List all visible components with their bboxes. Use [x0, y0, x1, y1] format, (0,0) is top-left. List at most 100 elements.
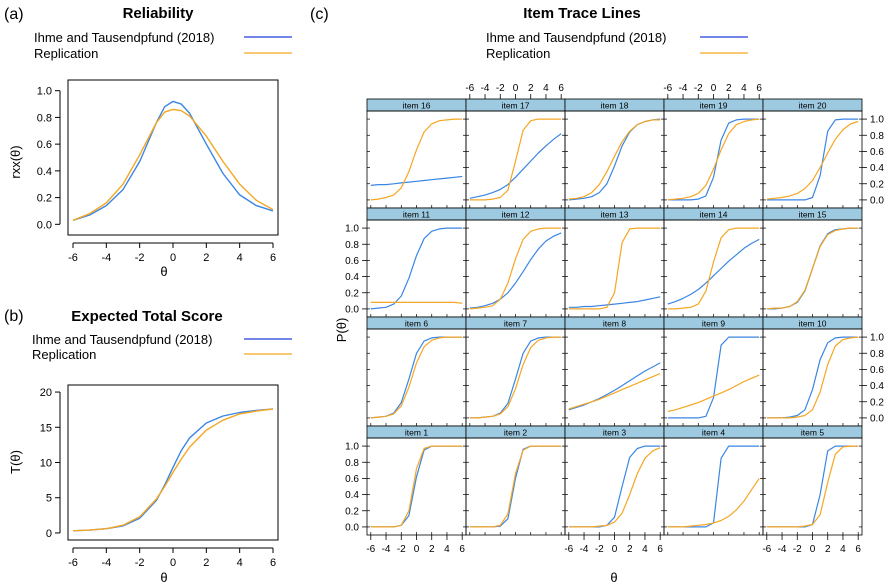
trace-panel: item 12 [465, 207, 566, 318]
panel-b-xlabel: θ [160, 570, 167, 585]
panel-strip-label: item 19 [700, 101, 728, 111]
outer-y-tick-label: 0.8 [870, 349, 884, 360]
panel-a-x-tick-label: 0 [170, 252, 176, 264]
panel-a-x-tick-label: 2 [203, 252, 209, 264]
outer-x-tick-label: 2 [825, 544, 831, 555]
panel-a-y-tick-label: 0.4 [37, 166, 52, 178]
trace-panel: item 5 [762, 425, 863, 536]
panel-b-series-replication-line [72, 408, 274, 532]
panel-b-x-tick-label: -6 [68, 557, 78, 569]
outer-x-tick-label: 4 [543, 83, 549, 94]
trace-line-original [370, 445, 463, 528]
outer-x-tick-label: -2 [595, 544, 604, 555]
panel-frame [366, 328, 467, 427]
panel-a-series-original-line [72, 100, 274, 221]
outer-x-tick-label: -2 [694, 83, 703, 94]
trace-line-replication [568, 227, 661, 310]
outer-y-tick-label: 0.6 [870, 365, 884, 376]
outer-y-tick-label: 0.2 [345, 288, 359, 299]
panel-a-x-tick-label: 6 [270, 252, 276, 264]
outer-x-tick-label: 2 [528, 83, 534, 94]
panel-frame [762, 328, 863, 427]
panel-frame [564, 437, 665, 536]
outer-x-tick-label: -2 [397, 544, 406, 555]
outer-x-tick-label: -6 [762, 544, 771, 555]
trace-line-original [469, 133, 562, 199]
panel-frame [465, 219, 566, 318]
outer-y-tick-label: 0.4 [870, 163, 884, 174]
trace-line-replication [370, 445, 463, 528]
panel-frame [762, 110, 863, 209]
panel-frame [663, 110, 764, 209]
panel-a-x-tick-label: -2 [135, 252, 145, 264]
outer-y-tick-label: 0.0 [345, 304, 359, 315]
outer-y-tick-label: 0.4 [345, 490, 359, 501]
outer-x-tick-label: 4 [444, 544, 450, 555]
panel-strip-label: item 15 [799, 210, 827, 220]
outer-y-tick-label: 0.4 [870, 381, 884, 392]
outer-x-tick-label: 6 [657, 544, 663, 555]
trace-panel: item 1 [366, 425, 467, 536]
trace-line-replication [667, 118, 760, 201]
panel-b-series-original-line [72, 408, 274, 532]
outer-x-tick-label: -2 [496, 83, 505, 94]
outer-y-tick-label: 0.0 [870, 195, 884, 206]
trace-line-original [568, 118, 661, 201]
outer-x-tick-label: -6 [663, 83, 672, 94]
outer-x-tick-label: 6 [756, 83, 762, 94]
panel-frame [564, 219, 665, 318]
panel-frame [366, 110, 467, 209]
trace-line-replication [667, 478, 760, 528]
panel-frame [663, 328, 764, 427]
trace-line-original [667, 118, 760, 201]
panel-strip-label: item 13 [601, 210, 629, 220]
panel-strip-label: item 11 [403, 210, 431, 220]
trace-line-replication [370, 301, 463, 304]
trace-panel: item 13 [564, 207, 665, 318]
outer-y-tick-label: 0.2 [870, 179, 884, 190]
panel-a-y-tick-label: 1.0 [37, 86, 52, 98]
trace-line-original [667, 336, 760, 419]
panel-c-legend-label-blue: Ihme and Tausendpfund (2018) [486, 30, 666, 45]
panel-frame [366, 437, 467, 536]
panel-strip-label: item 7 [504, 319, 527, 329]
trace-line-original [667, 238, 760, 305]
outer-y-tick-label: 1.0 [345, 442, 359, 453]
trace-panel: item 3 [564, 425, 665, 536]
panel-b-y-tick-label: 15 [40, 422, 52, 434]
outer-x-tick-label: 0 [612, 544, 618, 555]
outer-x-tick-label: -4 [778, 544, 787, 555]
panel-a-legend-label-blue: Ihme and Tausendpfund (2018) [34, 30, 214, 45]
outer-x-tick-label: 2 [627, 544, 633, 555]
panel-a-ylabel: rxx(θ) [8, 145, 23, 178]
trace-line-original [469, 445, 562, 528]
trace-line-replication [766, 336, 859, 419]
panel-strip-label: item 10 [799, 319, 827, 329]
outer-y-tick-label: 0.6 [345, 474, 359, 485]
panel-a-series-replication-line [72, 108, 274, 221]
trace-line-original [568, 296, 661, 308]
panel-c-tag: (c) [310, 6, 329, 23]
panel-frame [762, 437, 863, 536]
trace-panel: item 17 [465, 98, 566, 209]
panel-frame [465, 437, 566, 536]
trace-line-original [370, 227, 463, 310]
trace-panel: item 18 [564, 98, 665, 209]
panel-b-title: Expected Total Score [71, 308, 222, 325]
panel-a-y-tick-label: 0.8 [37, 112, 52, 124]
outer-y-tick-label: 0.0 [345, 522, 359, 533]
trace-line-replication [568, 372, 661, 410]
panel-strip-label: item 18 [601, 101, 629, 111]
panel-b-x-tick-label: -4 [101, 557, 111, 569]
panel-b-y-tick-label: 10 [40, 458, 52, 470]
panel-c-grid: item 16 item 17 item 18 item 19 item 20item … [345, 83, 884, 555]
panel-a-x-tick-label: -6 [68, 252, 78, 264]
panel-b-y-tick-label: 0 [46, 528, 52, 540]
outer-y-tick-label: 1.0 [345, 224, 359, 235]
trace-line-original [766, 118, 859, 201]
panel-frame [663, 219, 764, 318]
outer-y-tick-label: 1.0 [870, 115, 884, 126]
outer-y-tick-label: 0.2 [870, 397, 884, 408]
outer-y-tick-label: 0.6 [345, 256, 359, 267]
